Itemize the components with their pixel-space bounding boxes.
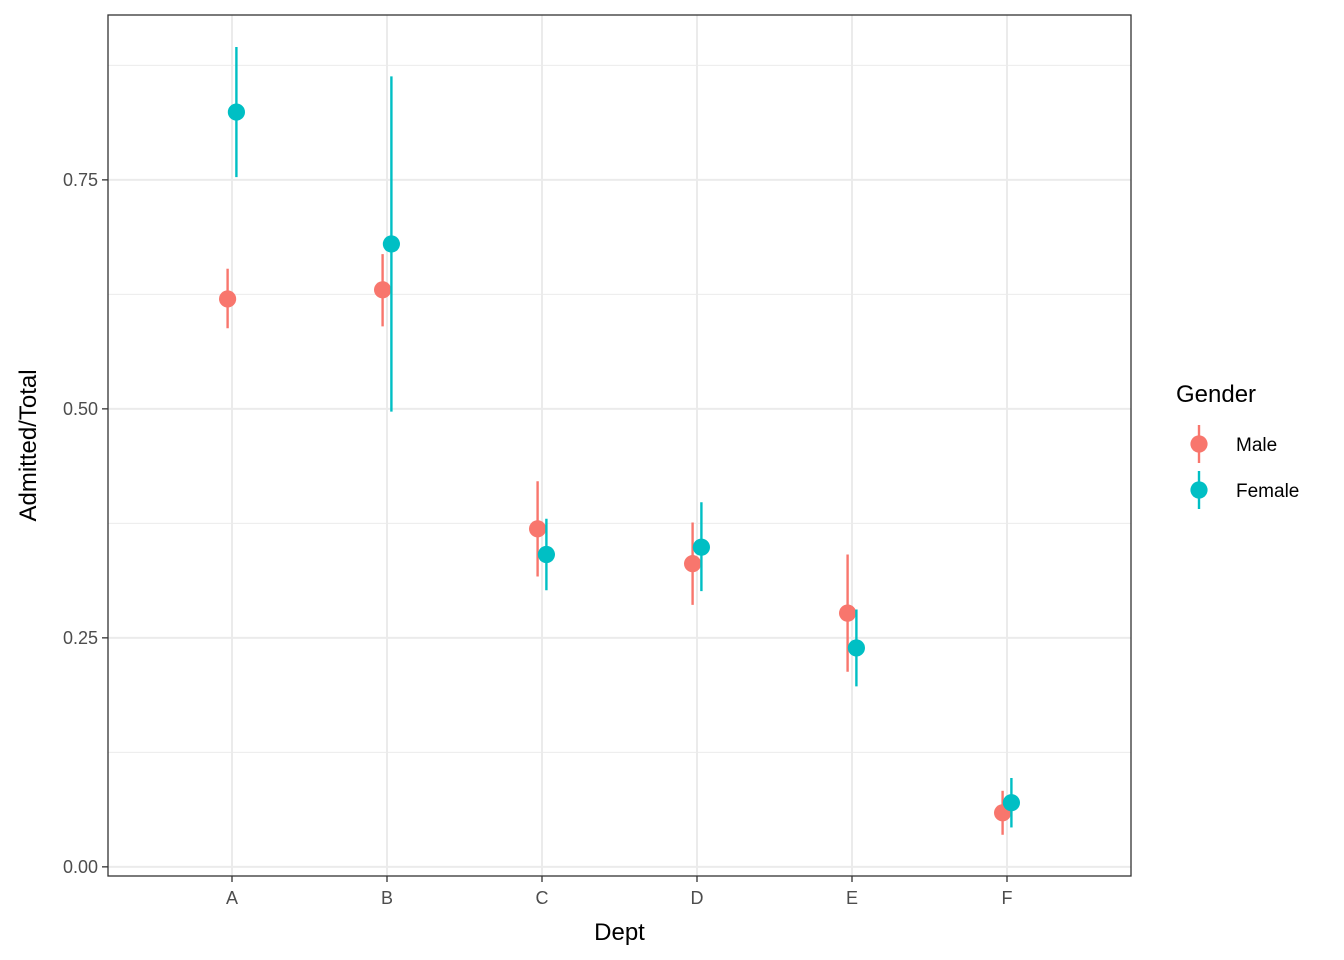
- axes: 0.00 0.25 0.50 0.75 A B C D E F: [63, 170, 1013, 908]
- data-point: [374, 281, 392, 299]
- legend: Gender Male Female: [1176, 381, 1299, 509]
- legend-key-point: [1190, 435, 1208, 453]
- data-point: [847, 639, 866, 657]
- data-point: [692, 538, 711, 556]
- legend-item-female: Female: [1190, 471, 1299, 509]
- y-tick-label: 0.50: [63, 399, 98, 419]
- x-tick-label: E: [846, 888, 858, 908]
- data-point: [1002, 794, 1021, 812]
- data-point: [529, 520, 547, 538]
- data-point: [839, 604, 857, 622]
- series-female: [227, 47, 1021, 828]
- legend-item-male: Male: [1190, 425, 1277, 463]
- data-point: [219, 290, 237, 308]
- legend-label: Female: [1236, 481, 1299, 502]
- data-point: [537, 545, 556, 564]
- legend-title: Gender: [1176, 381, 1256, 408]
- legend-label: Male: [1236, 435, 1277, 456]
- x-tick-label: A: [226, 888, 238, 908]
- y-tick-label: 0.25: [63, 628, 98, 648]
- x-tick-label: B: [381, 888, 393, 908]
- data-point: [227, 103, 245, 121]
- data-point: [684, 555, 702, 573]
- y-axis-title: Admitted/Total: [15, 369, 42, 521]
- grid-minor: [108, 64, 1131, 753]
- x-tick-label: F: [1002, 888, 1013, 908]
- legend-key-point: [1190, 481, 1208, 499]
- x-tick-label: C: [536, 888, 549, 908]
- x-axis-title: Dept: [594, 919, 645, 946]
- series-male: [219, 254, 1012, 835]
- y-tick-label: 0.75: [63, 170, 98, 190]
- chart-marks: [219, 47, 1021, 835]
- grid-major: [108, 15, 1131, 876]
- x-tick-label: D: [691, 888, 704, 908]
- y-tick-label: 0.00: [63, 857, 98, 877]
- data-point: [382, 235, 400, 253]
- panel-border: [107, 14, 1132, 877]
